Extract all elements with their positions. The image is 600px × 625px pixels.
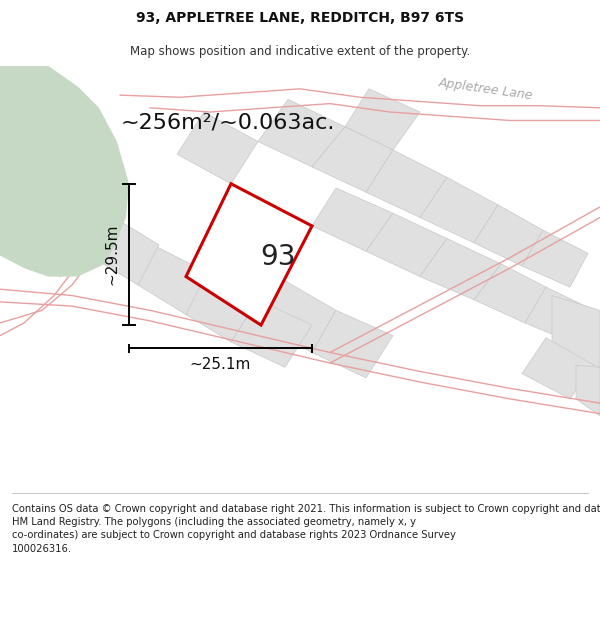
Polygon shape (366, 150, 447, 218)
Polygon shape (474, 205, 543, 266)
Polygon shape (522, 338, 594, 399)
Polygon shape (261, 281, 336, 352)
Polygon shape (420, 239, 501, 300)
Text: ~25.1m: ~25.1m (190, 357, 251, 372)
Polygon shape (312, 310, 393, 378)
Text: Contains OS data © Crown copyright and database right 2021. This information is : Contains OS data © Crown copyright and d… (12, 504, 600, 554)
Polygon shape (366, 213, 447, 276)
Text: Map shows position and indicative extent of the property.: Map shows position and indicative extent… (130, 45, 470, 58)
Polygon shape (177, 112, 258, 184)
Polygon shape (0, 66, 129, 276)
Polygon shape (552, 296, 600, 368)
Polygon shape (186, 184, 312, 325)
Polygon shape (420, 177, 498, 242)
Polygon shape (231, 300, 312, 368)
Text: 93, APPLETREE LANE, REDDITCH, B97 6TS: 93, APPLETREE LANE, REDDITCH, B97 6TS (136, 11, 464, 26)
Text: ~256m²/~0.063ac.: ~256m²/~0.063ac. (121, 112, 335, 132)
Polygon shape (138, 245, 207, 314)
Polygon shape (474, 264, 546, 323)
Polygon shape (576, 365, 600, 416)
Text: ~29.5m: ~29.5m (105, 224, 120, 285)
Polygon shape (312, 127, 393, 192)
Polygon shape (525, 287, 594, 344)
Polygon shape (312, 188, 393, 251)
Polygon shape (93, 216, 159, 285)
Polygon shape (345, 89, 420, 150)
Polygon shape (186, 272, 258, 342)
Text: 93: 93 (260, 243, 295, 271)
Polygon shape (522, 230, 588, 287)
Text: Appletree Lane: Appletree Lane (438, 76, 534, 102)
Polygon shape (258, 99, 345, 167)
